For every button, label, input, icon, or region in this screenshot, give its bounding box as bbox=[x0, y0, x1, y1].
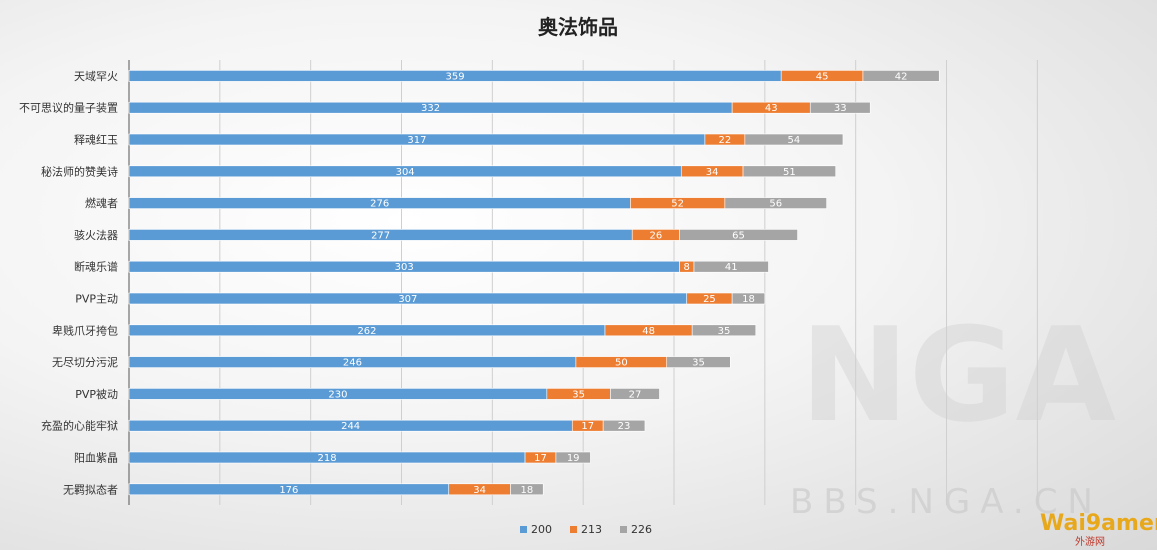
category-label: 无尽切分污泥 bbox=[52, 356, 118, 369]
legend-swatch-213 bbox=[570, 526, 577, 533]
bar-segment-226 bbox=[731, 292, 766, 305]
data-label: 304 bbox=[396, 167, 415, 178]
data-label: 176 bbox=[279, 485, 298, 496]
category-label: 卑贱爪牙挎包 bbox=[52, 323, 118, 337]
data-label: 27 bbox=[629, 389, 642, 400]
bar-segment-226 bbox=[809, 101, 871, 114]
bar-segment-226 bbox=[691, 324, 757, 337]
data-label: 307 bbox=[398, 294, 417, 305]
data-label: 35 bbox=[718, 326, 731, 337]
category-label: 释魂红玉 bbox=[74, 134, 118, 147]
category-label: 燃魂者 bbox=[85, 196, 118, 210]
data-label: 33 bbox=[834, 103, 847, 114]
data-label: 19 bbox=[567, 453, 580, 464]
bar-segment-226 bbox=[744, 133, 844, 146]
bar-segment-226 bbox=[610, 388, 660, 400]
data-label: 17 bbox=[581, 421, 594, 432]
data-label: 45 bbox=[816, 71, 829, 82]
corner-logo: Wai9amer bbox=[1040, 511, 1157, 536]
data-label: 23 bbox=[618, 421, 631, 432]
data-label: 42 bbox=[895, 71, 908, 82]
legend-swatch-200 bbox=[520, 526, 527, 533]
bar-segment-226 bbox=[555, 451, 591, 464]
bar-segment-226 bbox=[862, 70, 940, 82]
watermark: NGA BBS.NGA.CN Wai9amer 外游网 bbox=[790, 299, 1157, 548]
data-label: 22 bbox=[719, 135, 732, 146]
data-label: 17 bbox=[534, 453, 547, 464]
data-label: 35 bbox=[692, 358, 705, 369]
watermark-text: BBS.NGA.CN bbox=[790, 482, 1103, 522]
data-label: 262 bbox=[357, 326, 376, 337]
chart-title: 奥法饰品 bbox=[538, 15, 618, 39]
data-label: 244 bbox=[341, 421, 360, 432]
data-label: 51 bbox=[783, 167, 796, 178]
category-label: 无羁拟态者 bbox=[63, 482, 118, 496]
bar-segment-226 bbox=[693, 260, 769, 273]
data-label: 48 bbox=[642, 326, 655, 337]
data-label: 26 bbox=[649, 230, 662, 241]
data-label: 246 bbox=[343, 358, 362, 369]
data-label: 303 bbox=[395, 262, 414, 273]
category-label: 阳血紫晶 bbox=[74, 451, 118, 465]
watermark-logo: NGA bbox=[800, 299, 1116, 451]
category-label: 秘法师的赞美诗 bbox=[41, 164, 118, 178]
data-label: 41 bbox=[725, 262, 738, 273]
data-label: 25 bbox=[703, 294, 716, 305]
bar-segment-226 bbox=[742, 165, 836, 178]
data-label: 218 bbox=[317, 453, 336, 464]
bar-segment-226 bbox=[679, 229, 798, 241]
data-label: 43 bbox=[765, 103, 778, 114]
category-label: 天域罕火 bbox=[74, 70, 118, 83]
data-label: 276 bbox=[370, 199, 389, 210]
category-label: 骇火法器 bbox=[74, 228, 118, 242]
data-label: 230 bbox=[328, 389, 347, 400]
bar-segment-226 bbox=[510, 483, 544, 496]
legend-label-226: 226 bbox=[631, 523, 652, 536]
category-label: PVP主动 bbox=[75, 293, 118, 306]
category-label: 断魂乐谱 bbox=[74, 260, 118, 274]
data-label: 8 bbox=[684, 262, 690, 273]
data-label: 18 bbox=[520, 485, 533, 496]
data-label: 35 bbox=[572, 389, 585, 400]
data-label: 54 bbox=[788, 135, 801, 146]
data-label: 65 bbox=[732, 230, 745, 241]
bar-segment-226 bbox=[666, 356, 731, 368]
data-label: 332 bbox=[421, 103, 440, 114]
data-label: 52 bbox=[671, 199, 684, 210]
legend: 200 213 226 bbox=[520, 523, 652, 536]
data-label: 277 bbox=[371, 230, 390, 241]
data-label: 56 bbox=[769, 199, 782, 210]
data-label: 34 bbox=[473, 485, 486, 496]
category-label: 不可思议的量子装置 bbox=[19, 101, 118, 115]
bar-segment-226 bbox=[724, 197, 827, 209]
corner-logo-sub: 外游网 bbox=[1075, 535, 1105, 548]
bars: 359 45 42 332 43 33 317 22 54 304 34 51 276 52 56 277 26… bbox=[128, 70, 940, 496]
category-label: PVP被动 bbox=[75, 388, 118, 401]
data-label: 18 bbox=[742, 294, 755, 305]
legend-swatch-226 bbox=[620, 526, 627, 533]
bar-segment-226 bbox=[602, 419, 646, 432]
legend-label-213: 213 bbox=[581, 523, 602, 536]
data-label: 317 bbox=[407, 135, 426, 146]
data-label: 34 bbox=[706, 167, 719, 178]
category-label: 充盈的心能牢狱 bbox=[41, 419, 118, 433]
data-label: 50 bbox=[615, 358, 628, 369]
legend-label-200: 200 bbox=[531, 523, 552, 536]
data-label: 359 bbox=[446, 71, 465, 82]
